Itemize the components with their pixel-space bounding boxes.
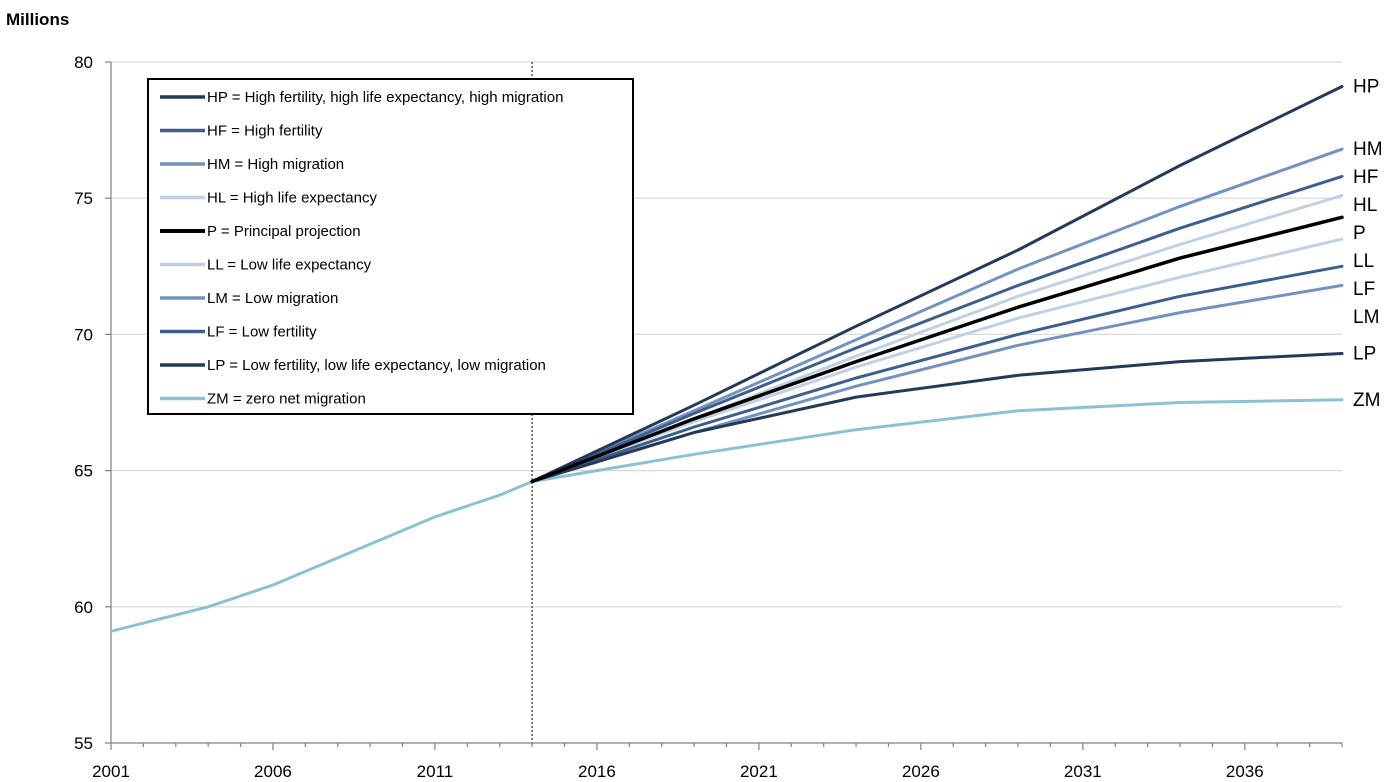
series-line-hp [530,85,1344,483]
series-end-labels: HP HM HF HL P LL LF LM LP ZM [1353,77,1383,411]
series-line-lf [530,264,1344,483]
series-end-label-zm: ZM [1353,390,1380,411]
y-tick-label: 75 [74,189,93,208]
series-line-hf [530,174,1344,483]
legend-box [147,78,634,415]
x-tick-label: 2031 [1064,762,1102,781]
legend-entry: LM = Low migration [207,290,338,307]
y-tick-label: 60 [74,598,93,617]
series-line-history [110,480,533,633]
x-tick-label: 2036 [1226,762,1264,781]
series-end-label-hf: HF [1353,167,1378,188]
x-tick-label: 2021 [740,762,778,781]
legend-entry: P = Principal projection [207,223,361,240]
series-end-label-lm: LM [1353,307,1379,328]
y-tick-label: 65 [74,462,93,481]
y-unit-label: Millions [6,10,69,29]
legend-entry: LP = Low fertility, low life expectancy,… [207,357,546,374]
legend-entry: HL = High life expectancy [207,190,377,207]
series-line-p [530,215,1344,484]
series-line-ll [530,237,1344,483]
series-end-label-hp: HP [1353,77,1379,98]
legend-entry: LL = Low life expectancy [207,257,372,274]
series-end-label-ll: LL [1353,251,1374,272]
series-end-label-hm: HM [1353,139,1383,160]
series-line-zm [530,398,1344,483]
series-line-lm [530,283,1344,483]
y-tick-label: 70 [74,325,93,344]
series-end-label-p: P [1353,223,1366,244]
series-line-hm [530,147,1344,483]
legend-entry: HF = High fertility [207,123,323,140]
x-tick-label: 2001 [92,762,130,781]
series-end-label-hl: HL [1353,195,1377,216]
y-tick-label: 80 [74,53,93,72]
series-end-label-lp: LP [1353,343,1376,364]
series-line-lp [530,352,1344,483]
x-tick-label: 2026 [902,762,940,781]
y-tick-label: 55 [74,734,93,753]
axes: 55 60 65 70 75 80 2001 2006 2011 2016 2021 2026 2031… [74,53,1343,781]
legend-entry: LF = Low fertility [207,324,317,341]
series-end-label-lf: LF [1353,279,1375,300]
x-tick-label: 2011 [417,762,454,781]
legend-entry: HP = High fertility, high life expectanc… [207,89,563,106]
series-lines [110,85,1344,633]
legend-entry: HM = High migration [207,156,344,173]
series-line-hl [530,194,1344,483]
x-tick-label: 2006 [254,762,292,781]
x-tick-label: 2016 [578,762,616,781]
legend: HP = High fertility, high life expectanc… [147,78,634,415]
legend-entry: ZM = zero net migration [207,391,366,408]
